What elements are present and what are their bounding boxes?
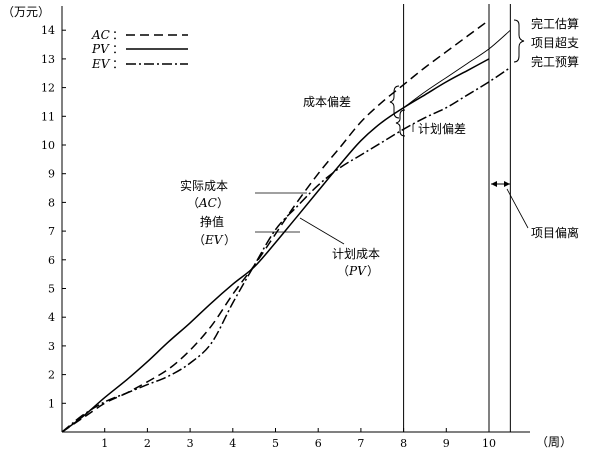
x-tick-label: 6 xyxy=(315,437,322,450)
annotation-ev-paren-open: （ xyxy=(193,233,205,247)
series-pv-line xyxy=(61,58,490,433)
x-tick-label: 8 xyxy=(400,437,407,450)
y-tick-label: 13 xyxy=(41,53,55,66)
x-tick-label: 10 xyxy=(482,437,496,450)
annotation-ac-label: 实际成本 xyxy=(180,178,228,193)
x-tick-label: 5 xyxy=(272,437,279,450)
annotation-schedule-deviation: 计划偏差 xyxy=(395,109,466,137)
x-tick-label: 2 xyxy=(144,437,151,450)
annotation-ac-sub: AC xyxy=(198,196,217,210)
annotation-pv-paren-open: （ xyxy=(337,264,349,278)
y-tick-label: 9 xyxy=(48,168,55,181)
y-tick-label: 11 xyxy=(41,110,55,123)
y-tick-label: 14 xyxy=(41,24,55,37)
annotation-ac: 实际成本 （ AC ） xyxy=(180,178,307,210)
completion-estimate-label: 完工估算 xyxy=(531,16,579,31)
series-ev-line xyxy=(61,66,511,433)
y-tick-label: 12 xyxy=(41,82,55,95)
completion-budget-label: 完工预算 xyxy=(531,54,579,69)
x-tick-label: 4 xyxy=(229,437,236,450)
schedule-deviation-label: 计划偏差 xyxy=(418,121,466,136)
y-tick-label: 6 xyxy=(48,254,55,267)
annotation-pv: 计划成本 （ PV ） xyxy=(299,217,380,278)
annotation-pv-label: 计划成本 xyxy=(332,247,380,261)
schedule-deviation-brace xyxy=(395,109,406,137)
x-tick-label: 1 xyxy=(101,437,108,450)
cost-deviation-label: 成本偏差 xyxy=(303,94,351,109)
legend-pv-abbr: PV xyxy=(91,42,110,56)
legend-ev-colon: ： xyxy=(112,57,124,71)
legend-ac-colon: ： xyxy=(112,28,124,42)
y-tick-label: 1 xyxy=(48,397,55,410)
completion-estimate-curve xyxy=(403,29,511,109)
legend: AC ： PV ： EV ： xyxy=(91,28,188,71)
y-tick-label: 5 xyxy=(48,283,55,296)
x-tick-label: 7 xyxy=(357,437,364,450)
annotation-ev-paren-close: ） xyxy=(224,233,236,247)
annotation-pv-paren-close: ） xyxy=(367,264,379,278)
series-ac-line xyxy=(61,19,490,433)
project-deviation-leader xyxy=(506,188,529,229)
reference-lines xyxy=(403,4,511,432)
y-tick-label: 4 xyxy=(48,311,55,324)
series-group xyxy=(61,19,511,433)
cost-deviation-brace xyxy=(389,85,400,119)
annotation-ev-label: 挣值 xyxy=(200,214,224,229)
legend-ev-abbr: EV xyxy=(91,57,111,71)
arrow-right-icon xyxy=(504,181,510,187)
x-tick-label: 3 xyxy=(187,437,194,450)
annotation-pv-sub: PV xyxy=(348,264,367,278)
annotation-ev: 挣值 （ EV ） xyxy=(193,214,300,247)
x-unit-label: （周） xyxy=(536,435,572,449)
legend-pv-colon: ： xyxy=(112,42,124,56)
y-tick-label: 8 xyxy=(48,196,55,209)
annotation-ac-paren-open: （ xyxy=(187,196,199,210)
y-tick-label: 3 xyxy=(48,340,55,353)
arrow-left-icon xyxy=(491,181,497,187)
legend-ac-abbr: AC xyxy=(91,28,110,42)
overrun-label: 项目超支 xyxy=(531,35,579,50)
annotation-ev-sub: EV xyxy=(204,233,224,247)
y-unit-label: （万元） xyxy=(2,5,50,19)
annotation-cost-deviation: 成本偏差 xyxy=(303,85,400,119)
annotation-project-deviation: 项目偏离 xyxy=(491,181,579,240)
y-tick-label: 10 xyxy=(41,139,55,152)
x-tick-label: 9 xyxy=(443,437,450,450)
y-tick-label: 7 xyxy=(48,225,55,238)
y-tick-label: 2 xyxy=(48,369,55,382)
overrun-brace xyxy=(513,19,525,63)
annotation-pv-leader xyxy=(299,217,345,245)
project-deviation-label: 项目偏离 xyxy=(531,225,579,240)
annotation-ac-paren-close: ） xyxy=(217,196,229,210)
annotation-completion: 完工估算 项目超支 完工预算 xyxy=(513,16,579,69)
